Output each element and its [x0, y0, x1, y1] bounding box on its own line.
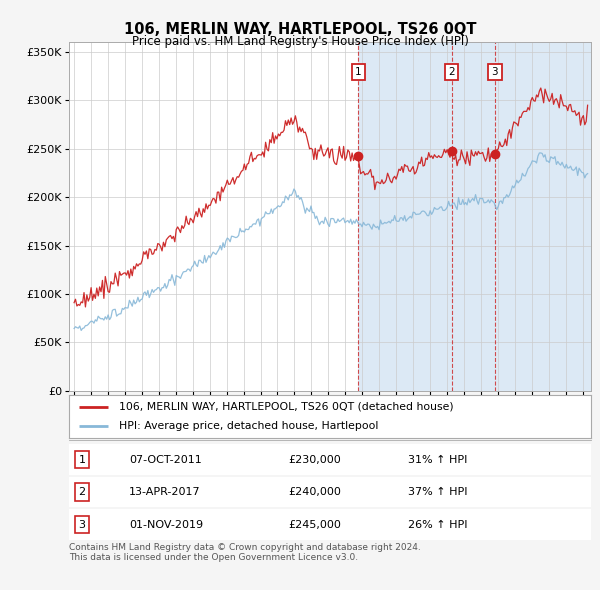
- Text: 106, MERLIN WAY, HARTLEPOOL, TS26 0QT: 106, MERLIN WAY, HARTLEPOOL, TS26 0QT: [124, 22, 476, 37]
- Text: 37% ↑ HPI: 37% ↑ HPI: [409, 487, 468, 497]
- Text: 2: 2: [79, 487, 86, 497]
- Text: 1: 1: [355, 67, 362, 77]
- Text: £230,000: £230,000: [288, 455, 341, 464]
- Text: £240,000: £240,000: [288, 487, 341, 497]
- Text: Contains HM Land Registry data © Crown copyright and database right 2024.
This d: Contains HM Land Registry data © Crown c…: [69, 543, 421, 562]
- Text: Price paid vs. HM Land Registry's House Price Index (HPI): Price paid vs. HM Land Registry's House …: [131, 35, 469, 48]
- Text: 26% ↑ HPI: 26% ↑ HPI: [409, 520, 468, 529]
- Text: HPI: Average price, detached house, Hartlepool: HPI: Average price, detached house, Hart…: [119, 421, 378, 431]
- Text: 07-OCT-2011: 07-OCT-2011: [129, 455, 202, 464]
- Text: 3: 3: [491, 67, 498, 77]
- Text: 1: 1: [79, 455, 86, 464]
- Text: 13-APR-2017: 13-APR-2017: [129, 487, 200, 497]
- Text: 106, MERLIN WAY, HARTLEPOOL, TS26 0QT (detached house): 106, MERLIN WAY, HARTLEPOOL, TS26 0QT (d…: [119, 402, 453, 412]
- Text: 31% ↑ HPI: 31% ↑ HPI: [409, 455, 467, 464]
- Bar: [358, 42, 591, 391]
- Text: 01-NOV-2019: 01-NOV-2019: [129, 520, 203, 529]
- Text: £245,000: £245,000: [288, 520, 341, 529]
- Text: 2: 2: [448, 67, 455, 77]
- Text: 3: 3: [79, 520, 86, 529]
